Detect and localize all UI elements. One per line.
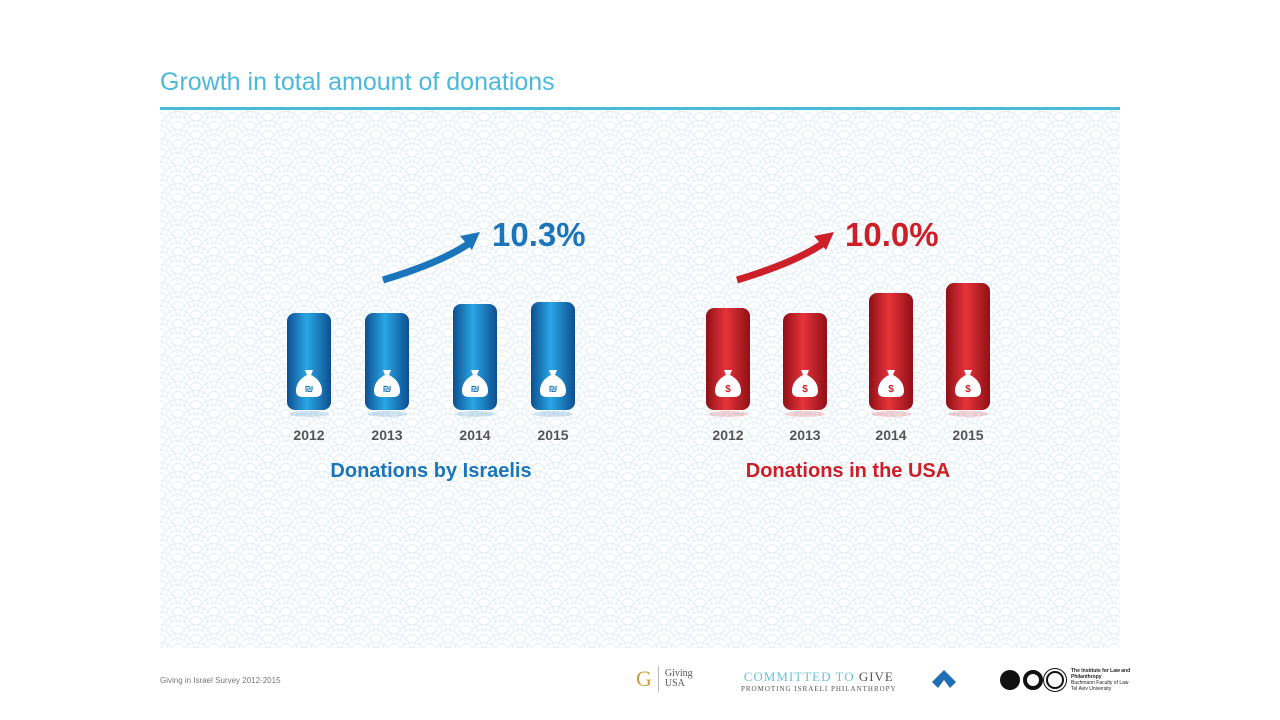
shekel-money-bag-icon: ₪	[296, 370, 322, 397]
bar-reflection	[948, 411, 988, 417]
title-divider	[160, 107, 1120, 110]
promoting-text: PROMOTING ISRAELI PHILANTHROPY	[741, 685, 897, 693]
x-tick-label: 2014	[875, 427, 906, 443]
committed-text: COMMITTED TO	[743, 669, 859, 684]
chart-title: Donations by Israelis	[330, 460, 531, 482]
shekel-money-bag-icon: ₪	[374, 370, 400, 397]
x-tick-label: 2013	[371, 427, 402, 443]
arrow-head-icon	[460, 232, 480, 250]
shekel-money-bag-icon: ₪	[462, 370, 488, 397]
dollar-money-bag-icon: $	[878, 370, 904, 397]
committed-to-give-logo: COMMITTED TO GIVE PROMOTING ISRAELI PHIL…	[741, 669, 897, 693]
buchmann-text: Buchmann Faculty of Law	[1071, 680, 1129, 686]
tau-text: Tel Aviv University	[1071, 686, 1112, 692]
x-tick-label: 2012	[712, 427, 743, 443]
shekel-money-bag-icon: ₪	[540, 370, 566, 397]
institute-text: The Institute for Law and Philanthropy	[1071, 668, 1131, 680]
give-text: GIVE	[858, 669, 894, 684]
bar-reflection	[871, 411, 911, 417]
x-tick-label: 2013	[789, 427, 820, 443]
arrow-head-icon	[814, 232, 834, 250]
x-tick-label: 2015	[952, 427, 983, 443]
dollar-money-bag-icon: $	[715, 370, 741, 397]
svg-text:$: $	[965, 384, 971, 395]
chart-title: Donations in the USA	[746, 460, 950, 482]
footer-survey-label: Giving in Israel Survey 2012-2015	[160, 676, 281, 685]
dollar-money-bag-icon: $	[792, 370, 818, 397]
x-tick-label: 2015	[537, 427, 568, 443]
org-emblem-icon	[932, 670, 956, 688]
growth-label: 10.3%	[492, 216, 586, 253]
growth-label: 10.0%	[845, 216, 939, 253]
x-tick-label: 2014	[459, 427, 490, 443]
bar	[869, 293, 913, 410]
svg-text:₪: ₪	[549, 384, 558, 395]
svg-text:$: $	[802, 384, 808, 395]
svg-text:$: $	[888, 384, 894, 395]
dollar-money-bag-icon: $	[955, 370, 981, 397]
bar	[531, 302, 575, 410]
svg-text:₪: ₪	[305, 384, 314, 395]
bar-reflection	[289, 411, 329, 417]
bar-reflection	[708, 411, 748, 417]
bar-reflection	[785, 411, 825, 417]
bar	[946, 283, 990, 410]
svg-text:₪: ₪	[383, 384, 392, 395]
bar-reflection	[533, 411, 573, 417]
x-tick-label: 2012	[293, 427, 324, 443]
institute-logo: The Institute for Law and Philanthropy B…	[1000, 668, 1141, 692]
giving-usa-text: Giving USA	[664, 668, 693, 689]
page-title: Growth in total amount of donations	[160, 68, 555, 96]
giving-usa-logo: G Giving USA	[636, 666, 703, 692]
growth-arrow-icon	[735, 239, 828, 284]
bar-reflection	[367, 411, 407, 417]
bar-reflection	[455, 411, 495, 417]
svg-text:$: $	[725, 384, 731, 395]
growth-arrow-icon	[381, 239, 474, 284]
svg-text:₪: ₪	[471, 384, 480, 395]
